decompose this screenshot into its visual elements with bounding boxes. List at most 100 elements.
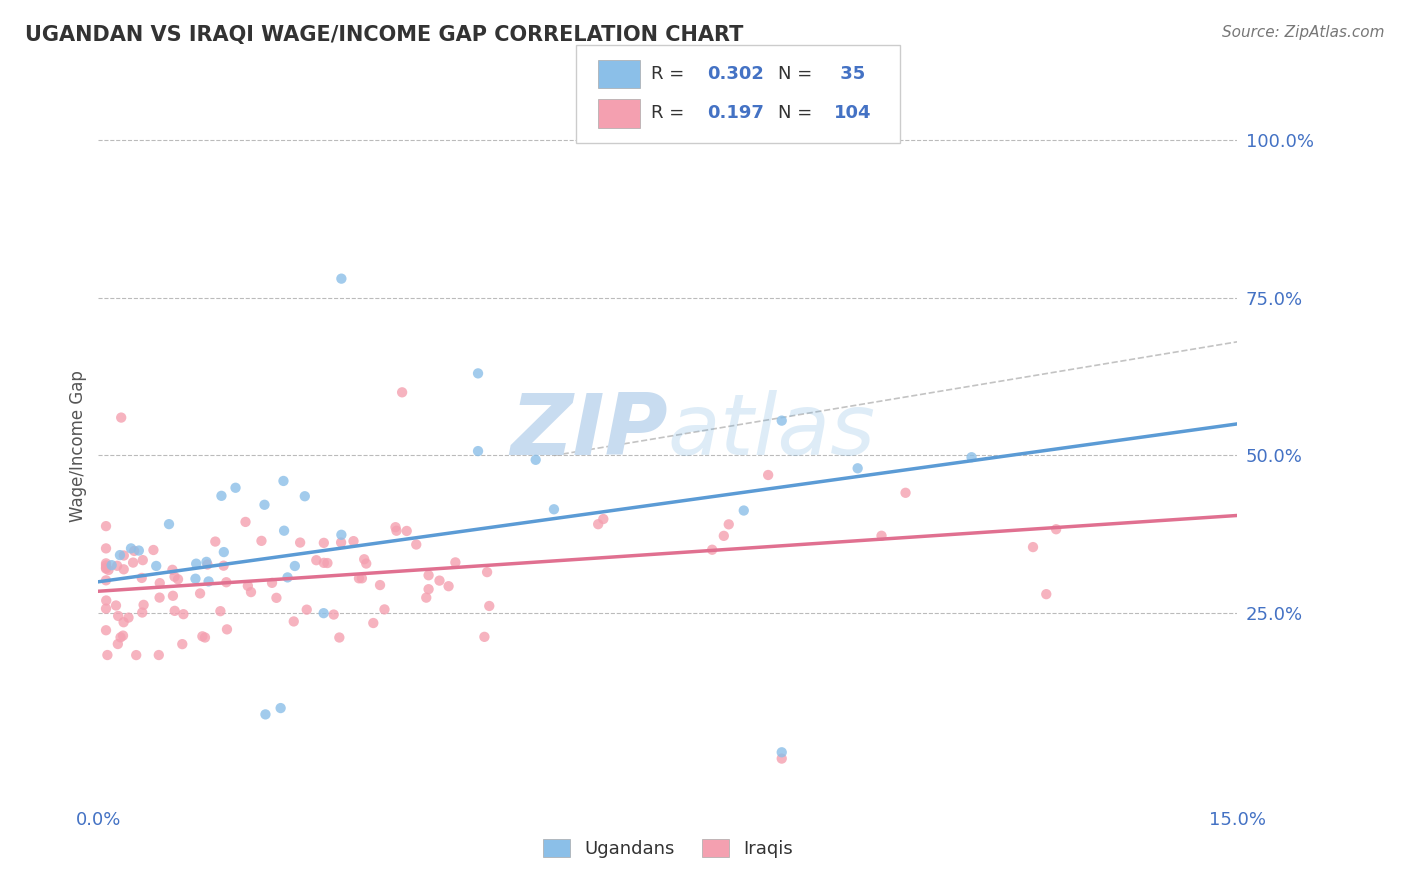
Point xyxy=(312,556,335,570)
Point xyxy=(111,629,134,643)
Point xyxy=(418,582,440,597)
Point xyxy=(110,410,132,425)
Point xyxy=(110,631,132,645)
Point xyxy=(418,568,440,582)
Point xyxy=(756,468,779,483)
Text: 104: 104 xyxy=(834,104,872,122)
Point xyxy=(260,575,283,590)
Point xyxy=(132,598,155,612)
Point xyxy=(240,585,263,599)
Point xyxy=(112,615,135,630)
Point xyxy=(204,534,226,549)
Point xyxy=(960,450,983,465)
Point xyxy=(122,556,145,570)
Point xyxy=(385,524,408,538)
Text: UGANDAN VS IRAQI WAGE/INCOME GAP CORRELATION CHART: UGANDAN VS IRAQI WAGE/INCOME GAP CORRELA… xyxy=(25,25,744,45)
Point xyxy=(253,498,276,512)
Point xyxy=(543,502,565,516)
Point xyxy=(94,541,117,556)
Point xyxy=(125,648,148,662)
Text: R =: R = xyxy=(651,65,690,83)
Point xyxy=(96,648,118,662)
Point xyxy=(270,701,292,715)
Point xyxy=(197,574,219,589)
Point xyxy=(354,557,377,571)
Point xyxy=(112,562,135,576)
Point xyxy=(209,604,232,618)
Point xyxy=(733,503,755,517)
Point xyxy=(295,602,318,616)
Point xyxy=(475,565,498,579)
Text: 0.302: 0.302 xyxy=(707,65,763,83)
Point xyxy=(250,533,273,548)
Point xyxy=(415,591,437,605)
Text: atlas: atlas xyxy=(668,390,876,474)
Point xyxy=(1035,587,1057,601)
Point xyxy=(94,560,117,574)
Point xyxy=(94,557,117,571)
Point xyxy=(97,563,120,577)
Point xyxy=(94,601,117,615)
Point xyxy=(120,541,142,556)
Point xyxy=(894,485,917,500)
Point xyxy=(105,558,128,573)
Point xyxy=(215,623,238,637)
Point xyxy=(474,630,496,644)
Point xyxy=(163,604,186,618)
Point xyxy=(846,461,869,475)
Point xyxy=(107,637,129,651)
Point xyxy=(236,579,259,593)
Point xyxy=(157,517,180,532)
Point xyxy=(212,545,235,559)
Point xyxy=(188,586,211,600)
Point xyxy=(162,563,184,577)
Point xyxy=(94,558,117,573)
Point xyxy=(148,648,170,662)
Point xyxy=(467,444,489,458)
Point xyxy=(586,517,609,532)
Point xyxy=(94,624,117,638)
Point xyxy=(305,553,328,567)
Point xyxy=(191,629,214,643)
Point xyxy=(770,751,793,765)
Text: 35: 35 xyxy=(834,65,865,83)
Point xyxy=(702,542,724,557)
Point xyxy=(312,536,335,550)
Point xyxy=(172,607,194,622)
Point xyxy=(184,572,207,586)
Point xyxy=(108,548,131,562)
Point xyxy=(163,570,186,584)
Point xyxy=(277,570,299,584)
Point xyxy=(122,544,145,558)
Point xyxy=(870,529,893,543)
Point xyxy=(592,512,614,526)
Point xyxy=(429,574,451,588)
Point xyxy=(1045,522,1067,536)
Point xyxy=(94,574,117,588)
Point xyxy=(1022,540,1045,554)
Point xyxy=(128,543,150,558)
Point xyxy=(328,631,350,645)
Point xyxy=(96,593,118,607)
Point xyxy=(444,555,467,569)
Point xyxy=(368,578,391,592)
Point xyxy=(131,571,153,585)
Point xyxy=(770,745,793,759)
Point xyxy=(467,367,489,381)
Y-axis label: Wage/Income Gap: Wage/Income Gap xyxy=(69,370,87,522)
Point xyxy=(94,561,117,575)
Text: ZIP: ZIP xyxy=(510,390,668,474)
Point xyxy=(437,579,460,593)
Point xyxy=(717,517,740,532)
Point xyxy=(284,559,307,574)
Point xyxy=(342,534,364,549)
Point xyxy=(288,535,311,549)
Point xyxy=(770,414,793,428)
Point xyxy=(350,571,373,585)
Point xyxy=(283,615,305,629)
Point xyxy=(149,576,172,591)
Point xyxy=(363,615,385,630)
Point xyxy=(215,575,238,590)
Point xyxy=(478,599,501,613)
Point xyxy=(353,552,375,566)
